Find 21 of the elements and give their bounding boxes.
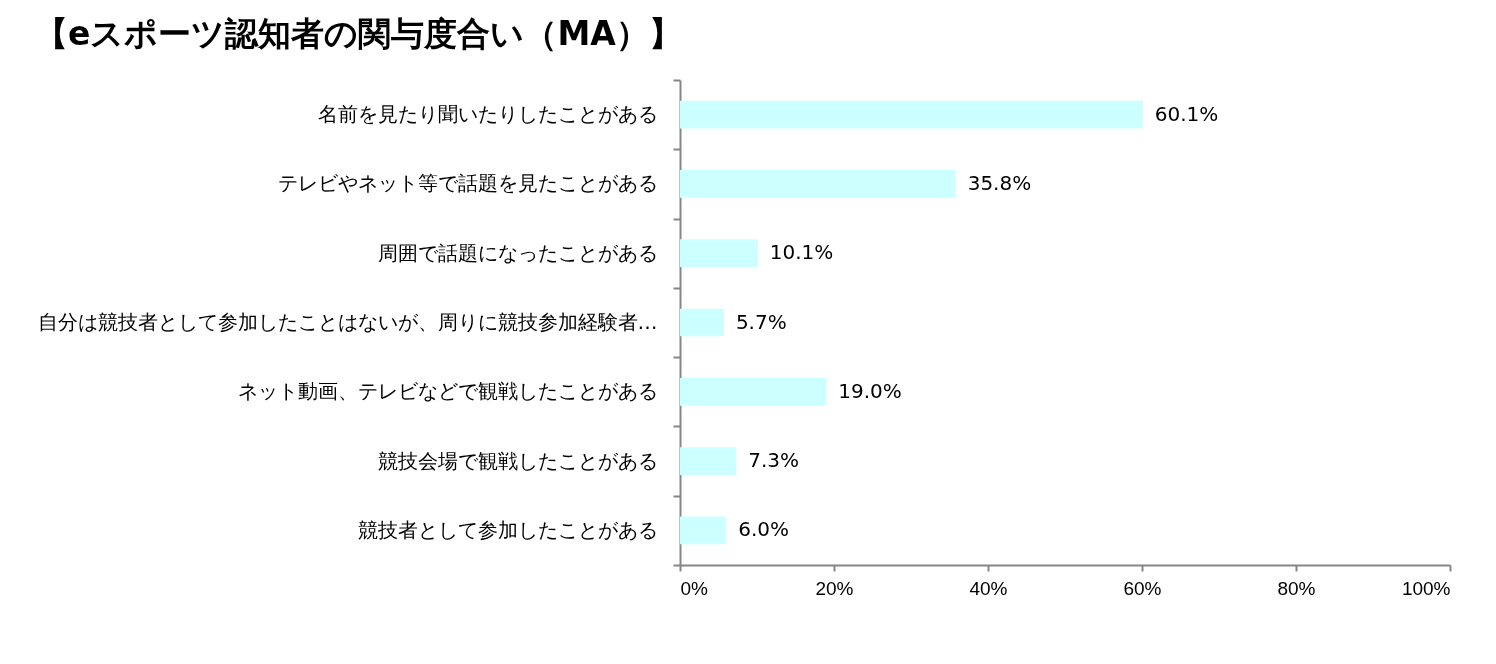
y-tick-label: ネット動画、テレビなどで観戦したことがある	[237, 379, 658, 404]
x-tick-label: 40%	[969, 577, 1008, 599]
y-tick-label: 自分は競技者として参加したことはないが、周りに競技参加経験者…	[37, 310, 658, 334]
text: 【eスポーツ認知者の関与度合い（MA）】	[35, 14, 682, 53]
y-tick-label: 競技会場で観戦したことがある	[377, 448, 658, 473]
data-label: 19.0%	[838, 378, 902, 403]
data-label: 10.1%	[769, 240, 834, 265]
x-tick-label: 80%	[1277, 577, 1316, 599]
data-label: 60.1%	[1154, 101, 1219, 126]
x-tick-label: 20%	[815, 577, 854, 599]
y-tick-label: 競技者として参加したことがある	[357, 517, 658, 542]
y-tick-label: 名前を見たり聞いたりしたことがある	[317, 102, 658, 127]
y-tick-label: テレビやネット等で話題を見たことがある	[277, 171, 658, 196]
data-label: 7.3%	[748, 448, 800, 473]
x-tick-label: 100%	[1401, 577, 1451, 599]
data-label: 35.8%	[967, 170, 1032, 195]
y-tick-label: 周囲で話題になったことがある	[377, 240, 658, 265]
x-tick-label: 60%	[1123, 577, 1162, 599]
data-label: 5.7%	[735, 309, 787, 334]
data-label: 6.0%	[738, 517, 790, 542]
x-tick-label: 0%	[680, 577, 709, 599]
